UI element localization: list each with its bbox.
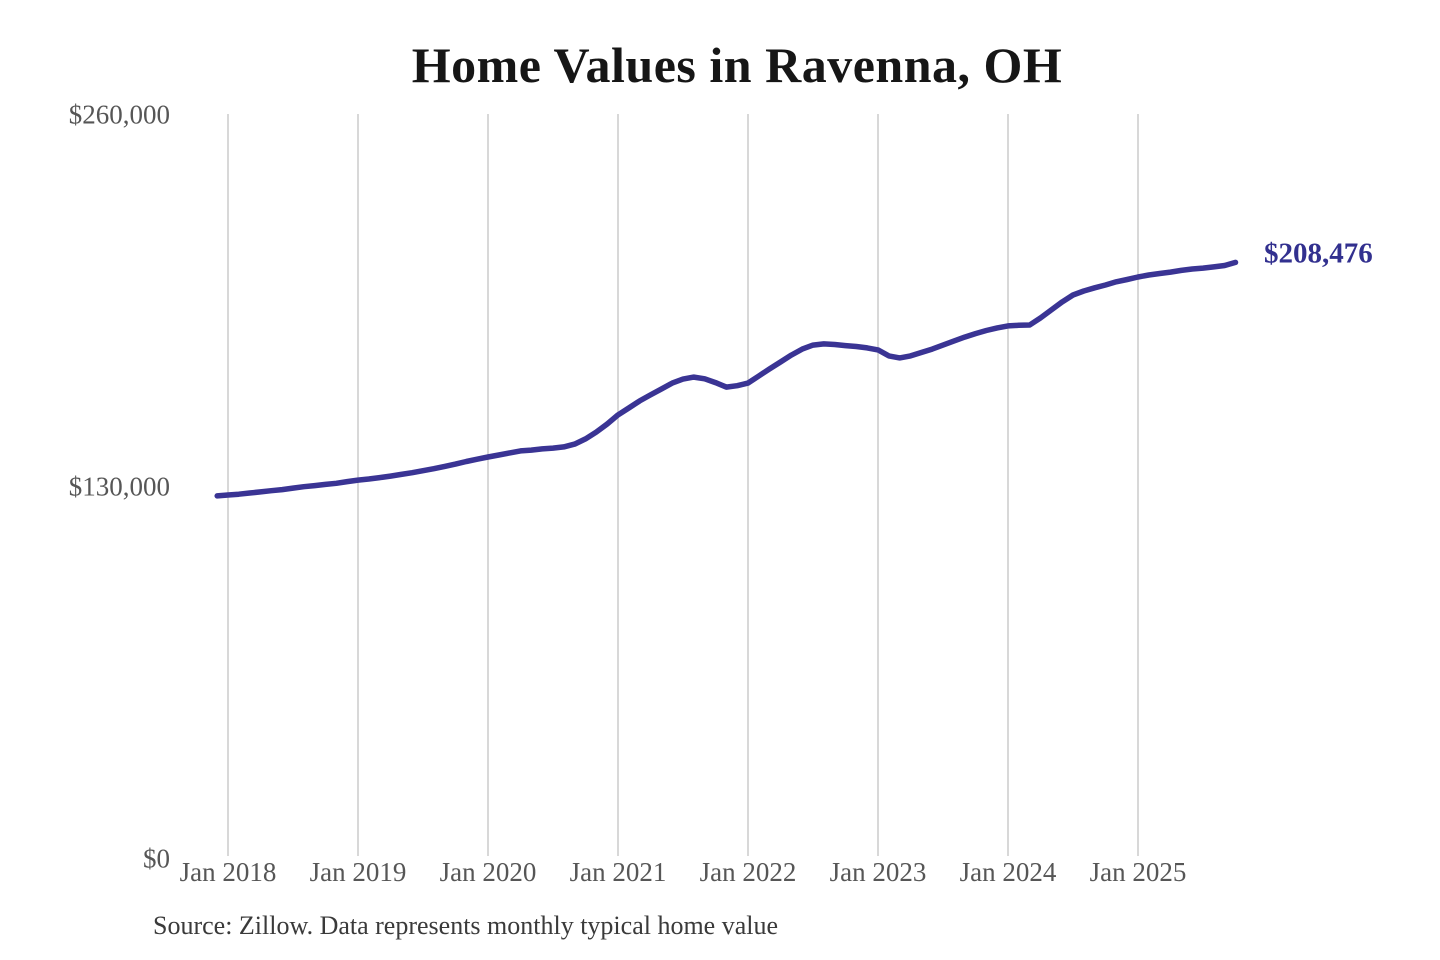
source-note: Source: Zillow. Data represents monthly …	[153, 911, 779, 940]
home-value-line	[214, 259, 1239, 499]
x-axis-tick-label: Jan 2024	[959, 857, 1057, 887]
y-axis-tick-label: $0	[143, 843, 170, 874]
x-axis-tick-label: Jan 2019	[309, 857, 407, 887]
x-axis-tick-label: Jan 2018	[179, 857, 277, 887]
latest-value-label: $208,476	[1264, 237, 1373, 270]
x-axis-tick-label: Jan 2023	[829, 857, 927, 887]
x-axis-tick-label: Jan 2020	[439, 857, 537, 887]
x-axis-tick-label: Jan 2022	[699, 857, 797, 887]
y-axis-tick-label: $130,000	[68, 471, 170, 502]
x-axis-tick-label: Jan 2021	[569, 857, 667, 887]
chart-title: Home Values in Ravenna, OH	[411, 37, 1063, 93]
y-axis-tick-label: $260,000	[68, 99, 170, 130]
x-axis-tick-label: Jan 2025	[1089, 857, 1187, 887]
